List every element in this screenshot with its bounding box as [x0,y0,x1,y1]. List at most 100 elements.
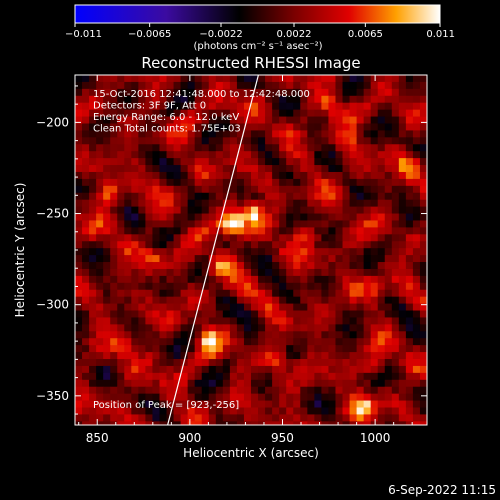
heatmap-cell [236,262,245,270]
heatmap-cell [328,192,336,201]
heatmap-cell [342,386,350,395]
x-axis-label: Heliocentric X (arcsec) [183,446,319,460]
heatmap-cell [293,178,301,187]
heatmap-cell [265,268,273,277]
heatmap-cell [229,178,238,187]
heatmap-cell [265,400,273,408]
heatmap-cell [335,317,343,325]
heatmap-cell [328,234,336,242]
heatmap-cell [89,275,97,284]
heatmap-cell [222,144,231,152]
heatmap-cell [138,206,146,214]
heatmap-cell [286,255,294,263]
heatmap-cell [229,282,238,291]
heatmap-cell [110,116,118,124]
heatmap-cell [222,338,231,346]
heatmap-cell [110,227,118,235]
heatmap-cell [222,213,231,221]
heatmap-cell [103,289,111,298]
heatmap-cell [427,117,434,124]
heatmap-cell [96,303,104,311]
heatmap-cell [293,379,301,388]
heatmap-cell [159,206,167,214]
heatmap-cell [152,116,160,124]
heatmap-cell [279,137,287,145]
heatmap-cell [103,130,111,138]
heatmap-cell [222,255,231,263]
heatmap-cell [75,227,83,235]
heatmap-cell [201,303,210,311]
colorbar: −0.011 −0.0065 −0.0022 0.0022 0.0065 0.011 (p… [65,4,455,52]
heatmap-cell [342,303,350,311]
heatmap-cell [208,255,217,263]
heatmap-cell [427,255,434,262]
heatmap-cell [335,282,343,291]
heatmap-cell [405,324,414,332]
heatmap-cell [243,255,252,263]
heatmap-cell [286,393,294,401]
heatmap-cell [89,324,97,332]
heatmap-cell [335,123,343,131]
heatmap-cell [265,109,273,117]
heatmap-cell [215,178,224,187]
heatmap-cell [251,137,259,145]
heatmap-cell [229,199,238,208]
heatmap-cell [363,310,372,318]
heatmap-cell [412,213,421,221]
heatmap-cell [75,137,83,145]
heatmap-cell [251,303,259,311]
heatmap-cell [427,304,434,311]
heatmap-cell [152,268,160,277]
heatmap-cell [405,338,414,346]
heatmap-cell [398,81,407,90]
heatmap-cell [75,213,83,221]
heatmap-cell [377,359,386,367]
heatmap-cell [96,165,104,173]
heatmap-cell [335,185,343,194]
heatmap-cell [272,338,280,346]
heatmap-cell [180,130,189,138]
heatmap-cell [349,414,357,422]
heatmap-cell [82,178,90,187]
heatmap-cell [405,275,414,284]
heatmap-cell [265,331,273,339]
heatmap-cell [229,116,238,124]
heatmap-cell [321,95,329,104]
heatmap-cell [265,255,273,263]
solar-limb-line [167,75,259,425]
heatmap-cell [314,386,322,395]
heatmap-cell [335,178,343,187]
heatmap-cell [293,317,301,325]
heatmap-cell [89,220,97,228]
heatmap-cell [194,199,203,208]
heatmap-cell [110,262,118,270]
heatmap-cell [391,324,400,332]
heatmap-cell [82,379,90,388]
heatmap-cell [314,171,322,180]
heatmap-cell [138,386,146,395]
heatmap-cell [187,199,196,208]
heatmap-cell [243,365,252,374]
heatmap-cell [173,75,181,83]
heatmap-cell [427,130,434,137]
heatmap-cell [251,345,259,353]
heatmap-cell [342,151,350,159]
heatmap-cell [187,282,196,291]
heatmap-cell [307,220,315,228]
heatmap-cell [124,255,132,263]
heatmap-cell [321,123,329,131]
heatmap-cell [236,130,245,138]
heatmap-cell [124,262,132,270]
heatmap-cell [335,421,343,425]
heatmap-cell [236,241,245,249]
heatmap-cell [131,400,139,408]
heatmap-cell [82,199,90,208]
heatmap-cell [201,393,210,401]
heatmap-cell [187,185,196,194]
heatmap-cell [356,158,365,166]
heatmap-cell [391,372,400,381]
heatmap-cell [328,199,336,208]
heatmap-cell [82,130,90,138]
heatmap-cell [300,400,308,408]
heatmap-cell [145,151,153,159]
